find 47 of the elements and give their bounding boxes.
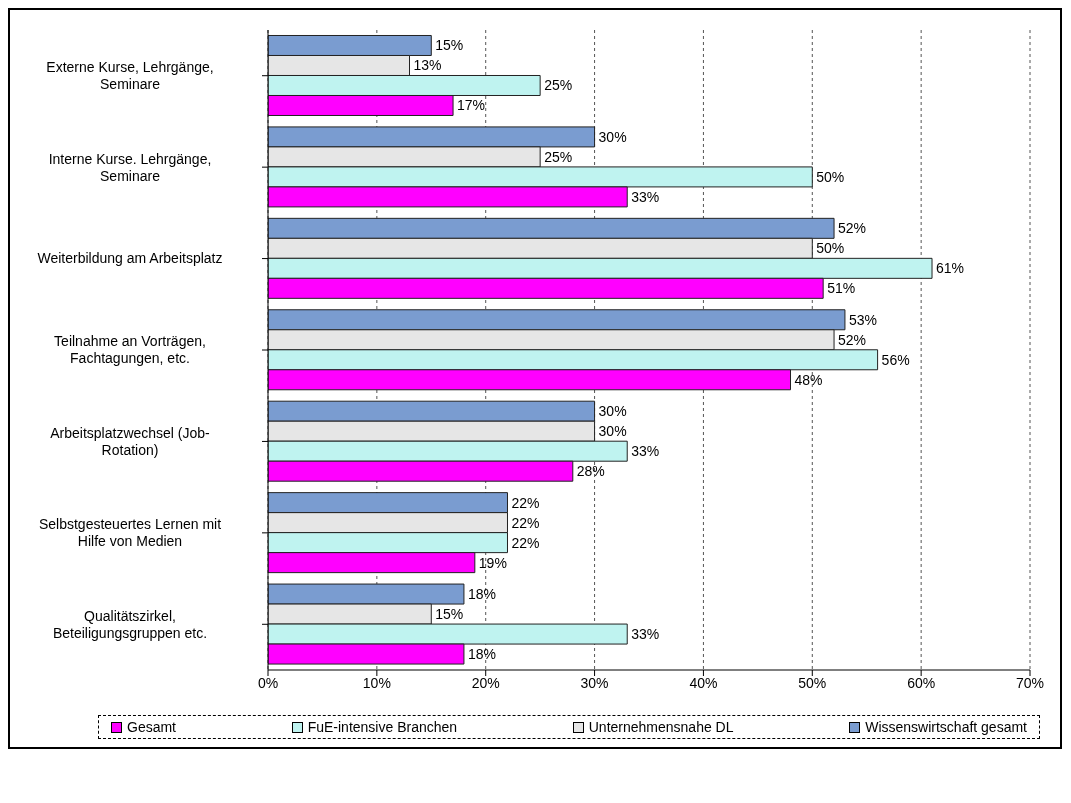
data-label: 50% [816, 168, 845, 185]
x-tick-label: 70% [1015, 674, 1045, 691]
data-label: 33% [631, 188, 660, 205]
legend-label: Wissenswirtschaft gesamt [864, 719, 1027, 735]
x-tick-label: 50% [798, 674, 827, 691]
data-label: 22% [511, 494, 540, 511]
data-label: 28% [576, 463, 605, 480]
data-label: 48% [794, 371, 823, 388]
y-tick-label: Teilnahme an Vorträgen, Fachtagungen, etc. [54, 333, 206, 367]
data-label: 56% [881, 351, 910, 368]
data-label: 50% [816, 240, 845, 257]
data-label: 22% [511, 534, 540, 551]
data-label: 17% [457, 97, 486, 114]
y-tick-label: Selbstgesteuertes Lernen mit Hilfe von Medien [38, 516, 222, 550]
x-tick-label: 10% [362, 674, 391, 691]
data-label: 52% [838, 331, 867, 348]
data-label: 15% [435, 37, 464, 54]
data-label: 33% [631, 625, 660, 642]
data-label: 25% [544, 77, 573, 94]
data-label: 18% [467, 645, 496, 662]
y-tick-label: Arbeitsplatzwechsel (Job-Rotation) [50, 424, 211, 458]
y-tick-label: Externe Kurse, Lehrgänge, Seminare [46, 59, 214, 93]
data-label: 25% [544, 148, 573, 165]
x-tick-label: 60% [907, 674, 936, 691]
data-label: 61% [936, 260, 965, 277]
legend-label: FuE-intensive Branchen [306, 719, 458, 735]
x-tick-label: 30% [580, 674, 609, 691]
data-label: 22% [511, 514, 540, 531]
x-tick-label: 20% [471, 674, 500, 691]
data-label: 51% [827, 280, 856, 297]
x-tick-label: 40% [689, 674, 718, 691]
legend-label: Gesamt [126, 719, 177, 735]
data-label: 30% [598, 423, 627, 440]
data-label: 53% [848, 311, 877, 328]
data-label: 18% [467, 585, 496, 602]
data-label: 15% [435, 605, 464, 622]
data-label: 33% [631, 443, 660, 460]
y-tick-label: Weiterbildung am Arbeitsplatz [37, 250, 223, 267]
data-label: 13% [413, 57, 442, 74]
data-label: 19% [478, 554, 507, 571]
legend-label: Unternehmensnahe DL [587, 719, 734, 735]
data-label: 30% [598, 403, 627, 420]
data-label: 52% [838, 220, 867, 237]
y-tick-label: Interne Kurse. Lehrgänge, Seminare [48, 150, 212, 184]
x-tick-label: 0% [257, 674, 279, 691]
y-tick-label: Qualitätszirkel, Beteiligungsgruppen etc. [52, 607, 208, 641]
data-label: 30% [598, 128, 627, 145]
